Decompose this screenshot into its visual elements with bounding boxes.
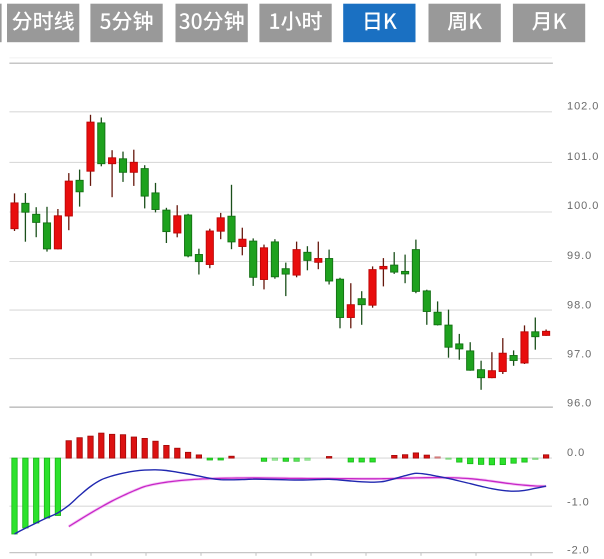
svg-text:96.0: 96.0 [567, 397, 592, 409]
svg-text:101.0: 101.0 [567, 151, 599, 163]
svg-text:-2.0: -2.0 [567, 544, 590, 556]
svg-text:-1.0: -1.0 [567, 496, 590, 508]
svg-text:102.0: 102.0 [567, 101, 599, 113]
svg-text:97.0: 97.0 [567, 348, 592, 360]
svg-text:99.0: 99.0 [567, 250, 592, 262]
svg-text:100.0: 100.0 [567, 200, 599, 212]
svg-text:98.0: 98.0 [567, 299, 592, 311]
svg-text:0.0: 0.0 [567, 447, 585, 459]
